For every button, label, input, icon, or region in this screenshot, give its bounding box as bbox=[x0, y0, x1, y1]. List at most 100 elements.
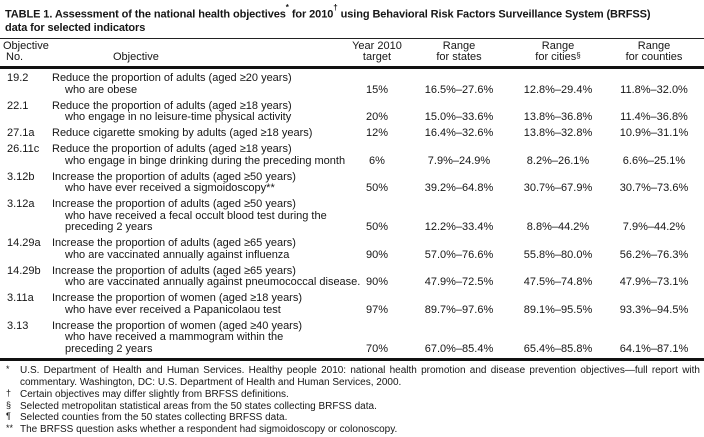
footnote-ref-section: § bbox=[576, 50, 581, 60]
objective-no: 3.12b bbox=[7, 170, 35, 183]
footnote-marker: * bbox=[6, 364, 10, 375]
states-value: 39.2%–64.8% bbox=[424, 182, 494, 195]
target-value: 12% bbox=[365, 127, 389, 140]
objective-text: Increase the proportion of women (aged ≥… bbox=[52, 316, 348, 360]
footnote: § Selected metropolitan statistical areas… bbox=[5, 399, 700, 413]
footnote: † Certain objectives may differ slightly … bbox=[5, 387, 700, 401]
title-text-part: for 2010 bbox=[288, 8, 334, 21]
target-value: 6% bbox=[369, 154, 385, 167]
table-header: Objective No. Objective Year 2010 target Ran… bbox=[0, 38, 704, 68]
cities-value: 55.8%–80.0% bbox=[523, 248, 593, 261]
counties-value: 6.6%–25.1% bbox=[622, 154, 686, 167]
objective-line: Increase the proportion of adults (aged … bbox=[52, 170, 296, 183]
brfss-assessment-table: Objective No. Objective Year 2010 target Ran… bbox=[0, 38, 704, 362]
objective-line: Increase the proportion of adults (aged … bbox=[52, 237, 296, 250]
counties-value: 56.2%–76.3% bbox=[619, 248, 689, 261]
objective-text: Reduce the proportion of adults (aged ≥1… bbox=[52, 140, 348, 168]
states-value: 57.0%–76.6% bbox=[424, 248, 494, 261]
cities-value: 47.5%–74.8% bbox=[523, 276, 593, 289]
footnote-marker: ** bbox=[6, 423, 14, 434]
target-value: 70% bbox=[365, 342, 389, 355]
col-header-line2: for states bbox=[436, 50, 482, 63]
counties-value: 11.8%–32.0% bbox=[620, 83, 688, 96]
counties-value: 93.3%–94.5% bbox=[619, 303, 689, 316]
target-value: 90% bbox=[365, 276, 389, 289]
col-header-for-states: Range for states bbox=[406, 38, 512, 67]
objective-line: Increase the proportion of adults (aged … bbox=[52, 264, 296, 277]
target-value: 20% bbox=[365, 111, 389, 124]
cities-value: 12.8%–29.4% bbox=[523, 83, 593, 96]
objective-no: 19.2 bbox=[7, 72, 29, 85]
footnote-marker: § bbox=[6, 399, 12, 410]
footnote-ref-dagger: † bbox=[333, 3, 338, 12]
footnote-line: Certain objectives may differ slightly f… bbox=[20, 388, 289, 400]
objective-no: 14.29a bbox=[7, 237, 41, 250]
col-header-line1: Objective bbox=[3, 39, 49, 52]
footnote-ref-asterisk: * bbox=[285, 3, 289, 12]
counties-value: 64.1%–87.1% bbox=[619, 342, 689, 355]
objective-no: 22.1 bbox=[7, 99, 29, 112]
table-row: 3.13 Increase the proportion of women (ag… bbox=[0, 316, 704, 360]
col-header-line2: for cities§ bbox=[535, 50, 581, 63]
table-row: 19.2 Reduce the proportion of adults (age… bbox=[0, 67, 704, 96]
footnote: ¶ Selected counties from the 50 states co… bbox=[5, 411, 700, 424]
table-title-line2: data for selected indicators bbox=[5, 21, 146, 34]
objective-line: Reduce the proportion of adults (aged ≥2… bbox=[52, 72, 292, 85]
cities-value: 8.2%–26.1% bbox=[526, 154, 590, 167]
target-value: 15% bbox=[365, 83, 389, 96]
footnote-line: commentary. Washington, DC: U.S. Departm… bbox=[20, 376, 402, 388]
cities-value: 30.7%–67.9% bbox=[523, 182, 593, 195]
table-row: 27.1a Reduce cigarette smoking by adults … bbox=[0, 124, 704, 140]
header-row: Objective No. Objective Year 2010 target Ran… bbox=[0, 38, 704, 68]
objective-no: 26.11c bbox=[7, 143, 40, 156]
col-header-for-cities: Range for cities§ bbox=[512, 38, 604, 67]
objective-line: preceding 2 years bbox=[65, 221, 153, 234]
title-text-part: TABLE 1. Assessment of the national heal… bbox=[5, 8, 286, 21]
objective-line: who are obese bbox=[65, 83, 138, 96]
footnotes: * U.S. Department of Health and Human Ser… bbox=[0, 361, 704, 436]
objective-text: Increase the proportion of adults (aged … bbox=[52, 195, 348, 234]
objective-line: preceding 2 years bbox=[65, 342, 153, 355]
objective-text: Reduce cigarette smoking by adults (aged… bbox=[52, 124, 348, 140]
counties-value: 11.4%–36.8% bbox=[620, 111, 688, 124]
objective-line: Reduce the proportion of adults (aged ≥1… bbox=[52, 143, 292, 156]
states-value: 15.0%–33.6% bbox=[424, 111, 494, 124]
footnote: * U.S. Department of Health and Human Ser… bbox=[5, 364, 700, 389]
objective-line: who have ever received a Papanicolaou te… bbox=[65, 303, 281, 316]
cities-value: 89.1%–95.5% bbox=[523, 303, 593, 316]
table-row: 3.11a Increase the proportion of women (a… bbox=[0, 289, 704, 317]
cities-value: 13.8%–32.8% bbox=[523, 127, 593, 140]
target-value: 50% bbox=[365, 182, 389, 195]
col-header-line2: Objective bbox=[113, 50, 159, 63]
title-text-part: using Behavioral Risk Factors Surveillan… bbox=[337, 8, 651, 21]
states-value: 67.0%–85.4% bbox=[424, 342, 494, 355]
table-row: 26.11c Reduce the proportion of adults (a… bbox=[0, 140, 704, 168]
col-header-line2: for counties bbox=[625, 50, 683, 63]
col-header-no-: Objective No. bbox=[0, 38, 52, 67]
footnote-marker: † bbox=[6, 387, 12, 398]
cities-value: 65.4%–85.8% bbox=[523, 342, 593, 355]
objective-text: Reduce the proportion of adults (aged ≥2… bbox=[52, 67, 348, 96]
objective-no: 14.29b bbox=[7, 264, 41, 277]
cities-value: 13.8%–36.8% bbox=[523, 111, 593, 124]
objective-line: Increase the proportion of women (aged ≥… bbox=[52, 319, 303, 332]
objective-no: 27.1a bbox=[7, 127, 35, 140]
col-header-objective: Objective bbox=[52, 38, 348, 67]
objective-line: who have received a fecal occult blood t… bbox=[65, 209, 327, 222]
col-header-line2: No. bbox=[6, 50, 24, 63]
col-header-line1 bbox=[52, 41, 348, 52]
states-value: 12.2%–33.4% bbox=[424, 221, 494, 234]
footnote-line: Selected metropolitan statistical areas … bbox=[20, 400, 377, 412]
table-row: 3.12b Increase the proportion of adults (… bbox=[0, 167, 704, 195]
table-row: 14.29b Increase the proportion of adults … bbox=[0, 261, 704, 289]
objective-line: Increase the proportion of women (aged ≥… bbox=[52, 292, 303, 305]
objective-line: who have received a mammogram within the bbox=[65, 331, 284, 344]
objective-line: who engage in no leisure-time physical a… bbox=[65, 111, 292, 124]
col-header-for-counties: Range for counties bbox=[604, 38, 704, 67]
col-header-line2: target bbox=[362, 50, 392, 63]
target-value: 97% bbox=[365, 303, 389, 316]
objective-line: who are vaccinated annually against pneu… bbox=[65, 276, 361, 289]
target-value: 90% bbox=[365, 248, 389, 261]
col-header-line1: Range bbox=[541, 39, 575, 52]
objective-text: Reduce the proportion of adults (aged ≥1… bbox=[52, 96, 348, 124]
